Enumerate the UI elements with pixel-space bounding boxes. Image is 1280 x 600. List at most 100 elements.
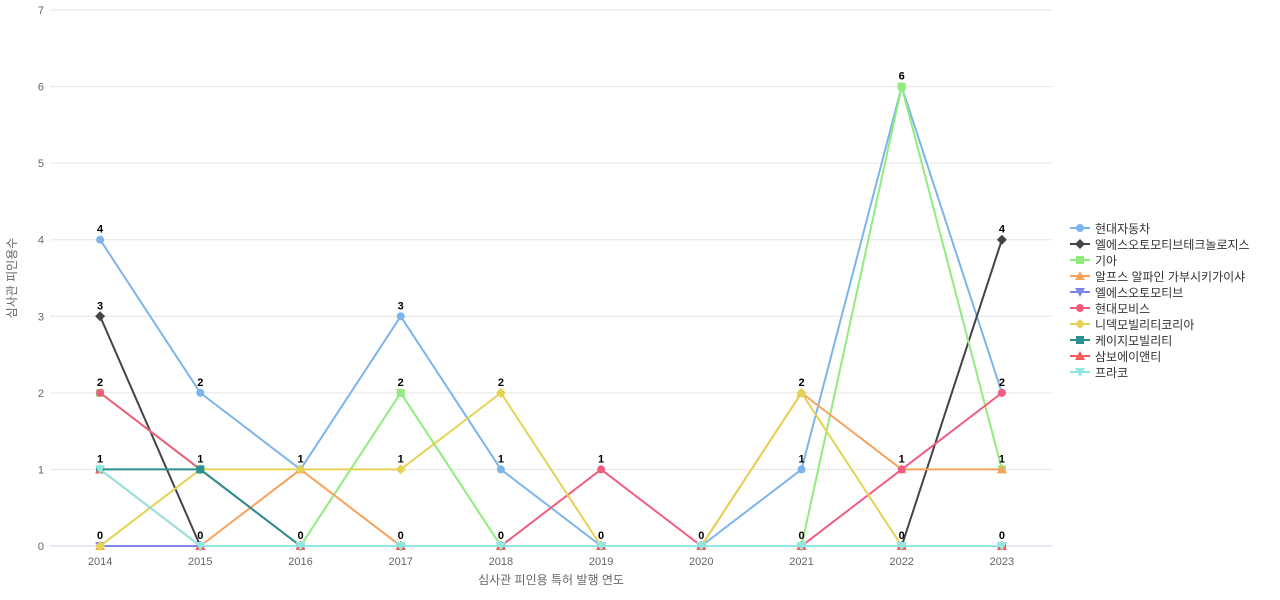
data-point-marker[interactable] <box>96 235 105 244</box>
series-line[interactable] <box>99 391 1003 547</box>
data-point-label: 3 <box>97 300 103 312</box>
legend-item[interactable]: 현대자동차 <box>1070 220 1250 236</box>
data-point-marker[interactable] <box>95 311 106 322</box>
legend-marker-symbol <box>1076 256 1084 264</box>
data-point-label: 0 <box>598 530 604 542</box>
legend-item[interactable]: 현대모비스 <box>1070 300 1250 316</box>
legend-marker-icon <box>1070 351 1090 360</box>
data-point-marker[interactable] <box>195 542 206 551</box>
data-point-label: 0 <box>798 530 804 542</box>
legend-marker-icon <box>1070 304 1090 312</box>
data-point-marker[interactable] <box>295 542 306 551</box>
legend-marker-symbol <box>1075 319 1085 329</box>
y-tick-label: 5 <box>38 158 44 170</box>
data-point-label: 4 <box>999 224 1006 236</box>
x-tick-label: 2022 <box>889 556 913 568</box>
legend-label: 알프스 알파인 가부시키가이샤 <box>1095 269 1246 284</box>
data-point-marker[interactable] <box>395 542 406 551</box>
data-point-marker[interactable] <box>796 387 807 398</box>
legend-label: 프라코 <box>1095 365 1129 380</box>
data-point-label: 0 <box>398 530 404 542</box>
data-point-label: 4 <box>97 224 104 236</box>
data-point-marker[interactable] <box>95 465 106 475</box>
legend-item[interactable]: 케이지모빌리티 <box>1070 332 1250 348</box>
y-tick-label: 4 <box>38 235 44 247</box>
y-tick-label: 6 <box>38 82 44 94</box>
legend-item[interactable]: 삼보에이앤티 <box>1070 348 1250 364</box>
data-point-marker[interactable] <box>597 465 606 474</box>
data-point-marker[interactable] <box>395 464 406 475</box>
legend-marker-icon <box>1070 319 1090 329</box>
legend-marker-symbol <box>1075 368 1085 377</box>
data-point-marker[interactable] <box>996 464 1007 474</box>
data-point-label: 1 <box>798 453 804 465</box>
legend-item[interactable]: 니덱모빌리티코리아 <box>1070 316 1250 332</box>
data-point-marker[interactable] <box>95 541 106 551</box>
y-tick-label: 3 <box>38 311 44 323</box>
legend-item[interactable]: 프라코 <box>1070 364 1250 380</box>
legend-item[interactable]: 엘에스오토모티브테크놀로지스 <box>1070 236 1250 252</box>
data-point-label: 1 <box>197 453 203 465</box>
legend-item[interactable]: 엘에스오토모티브 <box>1070 284 1250 300</box>
data-point-label: 3 <box>398 300 404 312</box>
data-point-marker[interactable] <box>495 542 506 551</box>
data-point-label: 0 <box>297 530 303 542</box>
y-tick-label: 1 <box>38 464 44 476</box>
legend-marker-icon <box>1070 224 1090 232</box>
x-tick-label: 2015 <box>188 556 212 568</box>
legend-item[interactable]: 알프스 알파인 가부시키가이샤 <box>1070 268 1250 284</box>
data-point-label: 2 <box>798 377 804 389</box>
data-point-marker[interactable] <box>996 234 1007 245</box>
y-tick-label: 2 <box>38 388 44 400</box>
legend-marker-icon <box>1070 271 1090 280</box>
data-point-marker[interactable] <box>797 465 806 474</box>
data-point-label: 2 <box>999 377 1005 389</box>
data-point-label: 1 <box>297 453 303 465</box>
data-point-label: 6 <box>899 71 905 83</box>
data-point-marker[interactable] <box>196 388 205 397</box>
data-point-label: 0 <box>999 530 1005 542</box>
data-point-marker[interactable] <box>396 388 405 397</box>
data-point-label: 1 <box>598 453 604 465</box>
legend-label: 현대모비스 <box>1095 301 1151 316</box>
x-tick-label: 2020 <box>689 556 713 568</box>
legend-marker-symbol <box>1076 224 1084 232</box>
series-line[interactable] <box>99 468 1003 547</box>
x-tick-label: 2019 <box>589 556 613 568</box>
legend-label: 현대자동차 <box>1095 221 1151 236</box>
data-point-marker[interactable] <box>396 312 405 321</box>
x-tick-label: 2018 <box>489 556 513 568</box>
data-point-label: 0 <box>698 530 704 542</box>
data-point-marker[interactable] <box>897 465 906 474</box>
legend-marker-symbol <box>1076 304 1084 312</box>
data-point-marker[interactable] <box>896 542 907 551</box>
data-point-marker[interactable] <box>796 542 807 551</box>
y-tick-label: 7 <box>38 5 44 17</box>
data-point-label: 2 <box>97 377 103 389</box>
legend-marker-icon <box>1070 336 1090 344</box>
data-point-marker[interactable] <box>596 542 607 551</box>
legend-marker-icon <box>1070 288 1090 297</box>
data-point-marker[interactable] <box>496 465 505 474</box>
legend-marker-symbol <box>1076 336 1084 344</box>
data-point-marker[interactable] <box>96 388 105 397</box>
legend-marker-symbol <box>1075 271 1085 280</box>
data-point-marker[interactable] <box>495 387 506 398</box>
legend-marker-symbol <box>1075 351 1085 360</box>
legend-item[interactable]: 기아 <box>1070 252 1250 268</box>
legend-marker-icon <box>1070 256 1090 264</box>
data-point-marker[interactable] <box>897 82 906 91</box>
data-point-marker[interactable] <box>295 464 306 475</box>
legend-label: 삼보에이앤티 <box>1095 349 1162 364</box>
data-point-label: 2 <box>197 377 203 389</box>
data-point-marker[interactable] <box>997 388 1006 397</box>
series-layer <box>95 82 1007 551</box>
legend-label: 니덱모빌리티코리아 <box>1095 317 1195 332</box>
data-point-label: 0 <box>899 530 905 542</box>
data-point-marker[interactable] <box>196 465 205 474</box>
data-point-label: 2 <box>398 377 404 389</box>
data-point-marker[interactable] <box>696 542 707 551</box>
data-point-marker[interactable] <box>996 542 1007 551</box>
